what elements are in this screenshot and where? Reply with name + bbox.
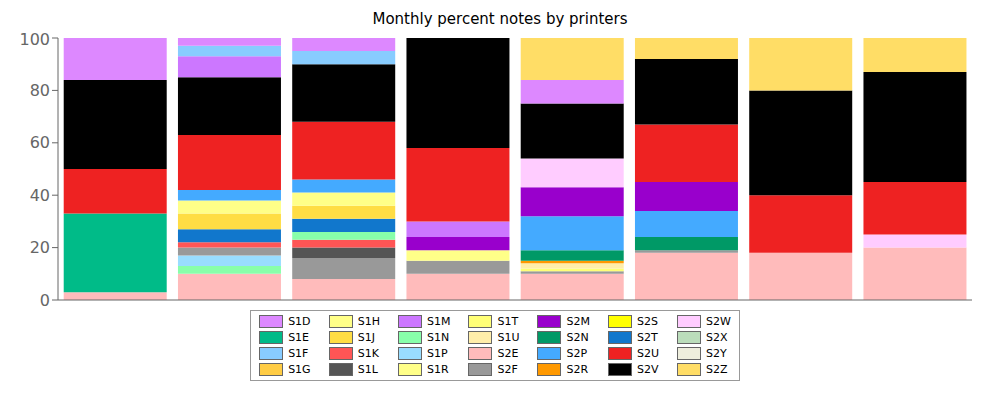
svg-text:60: 60 [30,133,50,152]
html-text:S1N: S1N [426,331,450,344]
html-text:S2E: S2E [497,347,519,360]
svg-text:0: 0 [40,291,50,310]
html-text:S2P: S2P [566,347,588,360]
html-text:S1E: S1E [288,331,310,344]
html-text:S2T: S2T [636,331,658,344]
svg-text:40: 40 [30,186,50,205]
html-text:S2R: S2R [566,363,589,376]
html-text:S1M: S1M [426,315,451,328]
html-text:S2M: S2M [566,315,590,328]
html-text:S1F: S1F [288,347,309,360]
html-text:S2N: S2N [566,331,589,344]
html-text:S1T: S1T [497,315,519,328]
html-text:S2Y: S2Y [706,347,727,360]
html-text:S1D: S1D [288,315,311,328]
svg-text:80: 80 [30,81,50,100]
html-text:S1U: S1U [497,331,520,344]
html-text:S2X: S2X [706,331,728,344]
html-text:S2F: S2F [497,363,518,376]
html-text:S1R: S1R [426,363,449,376]
html-text:S1H: S1H [357,315,380,328]
html-text:Monthly percent notes by print: Monthly percent notes by printers [372,10,628,28]
html-text:S2Z: S2Z [706,363,728,376]
html-text:S2V: S2V [636,363,659,376]
html-text:S1P: S1P [426,347,448,360]
svg-text:100: 100 [19,30,50,49]
html-text:S1G: S1G [288,363,311,376]
html-text:S2W: S2W [706,315,731,328]
html-text:S1J: S1J [357,331,375,344]
html-text:S1K: S1K [357,347,379,360]
html-text:S1L: S1L [357,363,378,376]
html-text:S2U: S2U [636,347,659,360]
svg-text:20: 20 [30,238,50,257]
html-text:S2S: S2S [636,315,658,328]
